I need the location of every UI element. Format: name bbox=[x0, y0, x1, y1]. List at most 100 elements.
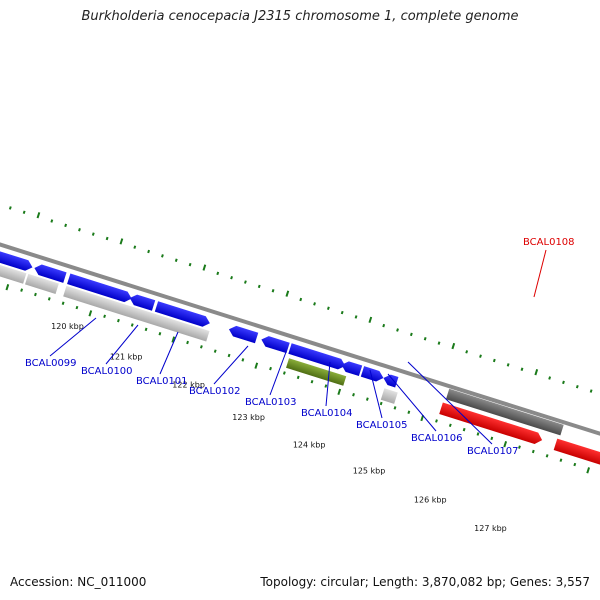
forward-strand-features bbox=[0, 244, 600, 466]
gene-feature[interactable] bbox=[63, 285, 210, 342]
gc-tick bbox=[506, 363, 510, 367]
gene-label[interactable]: BCAL0108 bbox=[523, 237, 575, 248]
gc-tick bbox=[379, 401, 383, 406]
gc-tick bbox=[393, 406, 397, 410]
gene-label[interactable]: BCAL0101 bbox=[136, 376, 188, 387]
gc-tick bbox=[61, 301, 65, 305]
gc-tick bbox=[299, 297, 303, 302]
scale-tick-label: 126 kbp bbox=[414, 495, 447, 504]
gc-tick bbox=[202, 264, 207, 271]
gc-tick bbox=[158, 332, 162, 336]
gc-tick bbox=[337, 388, 342, 396]
gc-tick bbox=[78, 228, 81, 232]
accession-label: Accession: NC_011000 bbox=[10, 575, 147, 589]
gc-tick bbox=[437, 341, 441, 345]
gene-label[interactable]: BCAL0099 bbox=[25, 358, 77, 369]
gc-tick bbox=[296, 375, 300, 380]
gene-feature[interactable] bbox=[0, 244, 34, 273]
gc-tick bbox=[354, 315, 358, 319]
rna-gene-feature[interactable] bbox=[286, 358, 347, 386]
gc-tick bbox=[216, 271, 220, 276]
gc-tick bbox=[119, 238, 124, 245]
gc-tick bbox=[448, 423, 452, 428]
gc-tick bbox=[282, 371, 286, 375]
gene-feature[interactable] bbox=[227, 324, 259, 344]
gc-tick bbox=[103, 314, 107, 319]
gc-tick bbox=[465, 350, 469, 354]
gene-feature[interactable] bbox=[380, 388, 398, 404]
gc-tick bbox=[368, 316, 373, 324]
gc-tick bbox=[213, 349, 217, 353]
gc-tick bbox=[174, 258, 178, 262]
scale-tick-label: 127 kbp bbox=[474, 524, 507, 533]
gc-tick bbox=[230, 275, 233, 280]
gene-label[interactable]: BCAL0100 bbox=[81, 366, 133, 377]
gc-tick bbox=[50, 219, 54, 223]
genome-backbone bbox=[0, 236, 600, 451]
gc-tick bbox=[365, 397, 369, 401]
gene-leader-line bbox=[269, 351, 287, 396]
gc-tick bbox=[257, 284, 261, 289]
gc-tick bbox=[423, 337, 427, 341]
scale-tick-label: 124 kbp bbox=[293, 440, 326, 449]
gene-label[interactable]: BCAL0102 bbox=[189, 386, 241, 397]
gene-feature[interactable] bbox=[128, 293, 156, 311]
gc-tick bbox=[324, 384, 328, 388]
gene-label[interactable]: BCAL0103 bbox=[245, 397, 297, 408]
gc-skew-ticks-inner bbox=[5, 284, 591, 474]
gene-leader-line bbox=[105, 324, 139, 365]
gene-feature[interactable] bbox=[288, 343, 347, 371]
gc-tick bbox=[462, 427, 466, 432]
highlighted-gene-feature[interactable] bbox=[439, 402, 544, 445]
gc-tick bbox=[161, 254, 164, 258]
gene-feature[interactable] bbox=[382, 373, 399, 388]
gene-leader-line bbox=[369, 369, 383, 419]
gc-tick bbox=[8, 206, 12, 210]
gc-tick bbox=[503, 441, 508, 448]
gc-tick bbox=[396, 328, 399, 332]
gene-feature[interactable] bbox=[25, 273, 59, 295]
gc-tick bbox=[435, 419, 438, 423]
gc-tick bbox=[147, 249, 151, 254]
scale-tick-label: 122 kbp bbox=[172, 380, 205, 389]
scale-tick-label: 120 kbp bbox=[51, 322, 84, 331]
gene-feature[interactable] bbox=[154, 301, 212, 328]
map-title: Burkholderia cenocepacia J2315 chromosom… bbox=[81, 9, 519, 24]
gene-feature[interactable] bbox=[360, 366, 385, 383]
gc-tick bbox=[559, 458, 563, 462]
gc-tick bbox=[326, 306, 330, 310]
gene-feature[interactable] bbox=[67, 273, 133, 304]
gene-feature[interactable] bbox=[260, 334, 290, 354]
gene-label[interactable]: BCAL0107 bbox=[467, 446, 519, 457]
gc-tick bbox=[271, 289, 275, 293]
gc-tick bbox=[130, 323, 134, 327]
gene-leader-line bbox=[49, 317, 97, 357]
gene-feature[interactable] bbox=[445, 388, 564, 436]
gc-tick bbox=[589, 389, 593, 393]
gc-skew-ticks-outer bbox=[8, 206, 593, 393]
gc-tick bbox=[105, 236, 109, 241]
gc-tick bbox=[254, 362, 259, 369]
gene-label[interactable]: BCAL0105 bbox=[356, 420, 408, 431]
gene-leader-line bbox=[387, 373, 437, 432]
gc-tick bbox=[133, 245, 137, 249]
scale-tick-label: 121 kbp bbox=[110, 352, 143, 361]
gene-feature[interactable] bbox=[0, 257, 27, 284]
gc-tick bbox=[75, 305, 79, 310]
gene-label[interactable]: BCAL0106 bbox=[411, 433, 463, 444]
gene-feature[interactable] bbox=[33, 263, 67, 283]
gc-tick bbox=[382, 323, 386, 328]
gc-tick bbox=[117, 318, 120, 323]
gc-tick bbox=[34, 292, 37, 297]
gc-tick bbox=[20, 288, 24, 292]
gc-tick bbox=[144, 327, 148, 332]
gc-tick bbox=[188, 262, 192, 267]
gc-tick bbox=[310, 379, 314, 384]
gene-leader-line bbox=[533, 249, 547, 298]
gene-leader-line bbox=[407, 361, 493, 445]
gc-tick bbox=[244, 280, 247, 284]
highlighted-gene-feature[interactable] bbox=[553, 438, 600, 466]
gene-label[interactable]: BCAL0104 bbox=[301, 408, 353, 419]
gene-feature[interactable] bbox=[340, 360, 363, 377]
